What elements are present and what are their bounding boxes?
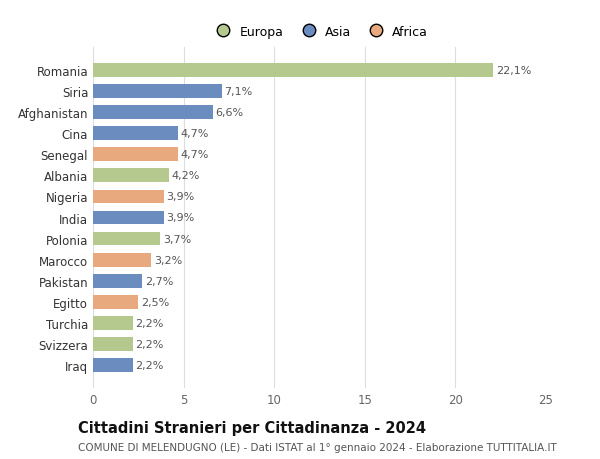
Text: 4,7%: 4,7%	[181, 150, 209, 160]
Text: 3,7%: 3,7%	[163, 234, 191, 244]
Bar	[93, 359, 133, 372]
Text: Cittadini Stranieri per Cittadinanza - 2024: Cittadini Stranieri per Cittadinanza - 2…	[78, 420, 426, 435]
Text: 22,1%: 22,1%	[496, 66, 532, 75]
Bar	[93, 169, 169, 183]
Bar	[93, 338, 133, 351]
Text: 3,2%: 3,2%	[154, 255, 182, 265]
Text: 3,9%: 3,9%	[166, 192, 194, 202]
Bar	[93, 296, 139, 309]
Text: 2,5%: 2,5%	[141, 297, 169, 308]
Text: 4,2%: 4,2%	[172, 171, 200, 181]
Text: 2,7%: 2,7%	[145, 276, 173, 286]
Text: 2,2%: 2,2%	[136, 319, 164, 328]
Text: 3,9%: 3,9%	[166, 213, 194, 223]
Bar	[93, 317, 133, 330]
Bar	[93, 253, 151, 267]
Bar	[93, 190, 164, 204]
Bar	[93, 211, 164, 225]
Bar	[93, 148, 178, 162]
Text: COMUNE DI MELENDUGNO (LE) - Dati ISTAT al 1° gennaio 2024 - Elaborazione TUTTITA: COMUNE DI MELENDUGNO (LE) - Dati ISTAT a…	[78, 442, 557, 452]
Bar	[93, 85, 221, 98]
Legend: Europa, Asia, Africa: Europa, Asia, Africa	[206, 21, 433, 44]
Bar	[93, 64, 493, 77]
Text: 2,2%: 2,2%	[136, 340, 164, 349]
Bar	[93, 127, 178, 140]
Text: 7,1%: 7,1%	[224, 87, 253, 96]
Text: 4,7%: 4,7%	[181, 129, 209, 139]
Bar	[93, 106, 212, 119]
Bar	[93, 232, 160, 246]
Bar	[93, 274, 142, 288]
Text: 2,2%: 2,2%	[136, 361, 164, 370]
Text: 6,6%: 6,6%	[215, 108, 244, 118]
